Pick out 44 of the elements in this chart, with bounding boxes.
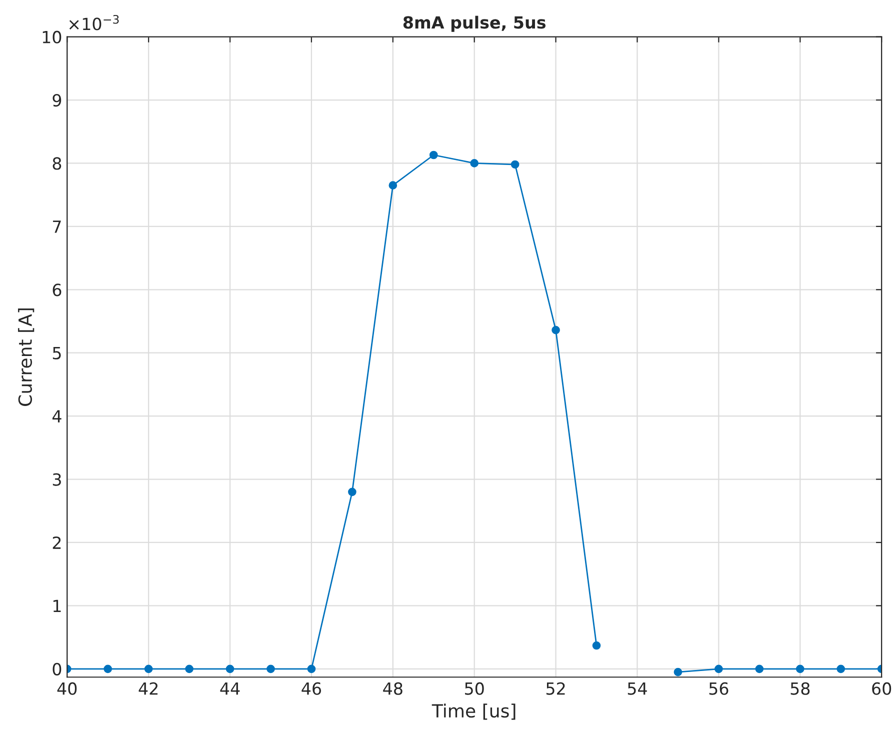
y-tick-label: 3 <box>52 473 61 486</box>
x-tick-label: 46 <box>302 682 322 695</box>
point <box>674 668 682 676</box>
chart-title: 8mA pulse, 5us <box>403 16 546 32</box>
x-tick-label: 58 <box>790 682 810 695</box>
x-tick-label: 42 <box>138 682 158 695</box>
y-tick-label: 7 <box>53 220 61 233</box>
y-tick-label: 5 <box>52 347 61 360</box>
point <box>755 664 764 674</box>
y-tick-label: 6 <box>52 284 62 296</box>
y-tick-label: 2 <box>52 536 61 549</box>
point <box>429 150 438 160</box>
point <box>552 326 560 334</box>
y-axis-title: Current [A] <box>18 308 34 406</box>
x-tick-label: 44 <box>220 682 240 695</box>
x-tick-label: 40 <box>57 682 77 695</box>
point <box>185 664 194 674</box>
y-tick-label: 9 <box>52 94 62 107</box>
x-tick-label: 60 <box>872 682 892 695</box>
point <box>796 664 804 674</box>
text: ×10$^{−3}$ <box>69 14 119 30</box>
y-tick-label: 0 <box>52 662 62 676</box>
x-axis-title: Time [us] <box>432 704 516 720</box>
point <box>348 488 356 496</box>
x-tick-label: 54 <box>628 682 647 695</box>
x-tick-label: 56 <box>709 682 728 695</box>
y-tick-label: 8 <box>52 157 62 170</box>
point <box>470 159 479 168</box>
x-tick-label: 48 <box>383 682 402 695</box>
point <box>592 641 601 650</box>
point <box>266 664 275 674</box>
point <box>388 181 398 190</box>
point <box>144 664 153 674</box>
point <box>836 664 846 674</box>
point <box>104 664 112 674</box>
y-tick-label: 1 <box>53 600 61 612</box>
x-tick-label: 52 <box>546 682 565 695</box>
x-tick-label: 50 <box>465 682 484 695</box>
point <box>307 664 316 674</box>
y-tick-label: 10 <box>42 30 62 44</box>
point <box>226 664 234 674</box>
point <box>714 664 723 674</box>
y-tick-label: 4 <box>52 410 62 422</box>
point <box>510 160 520 169</box>
